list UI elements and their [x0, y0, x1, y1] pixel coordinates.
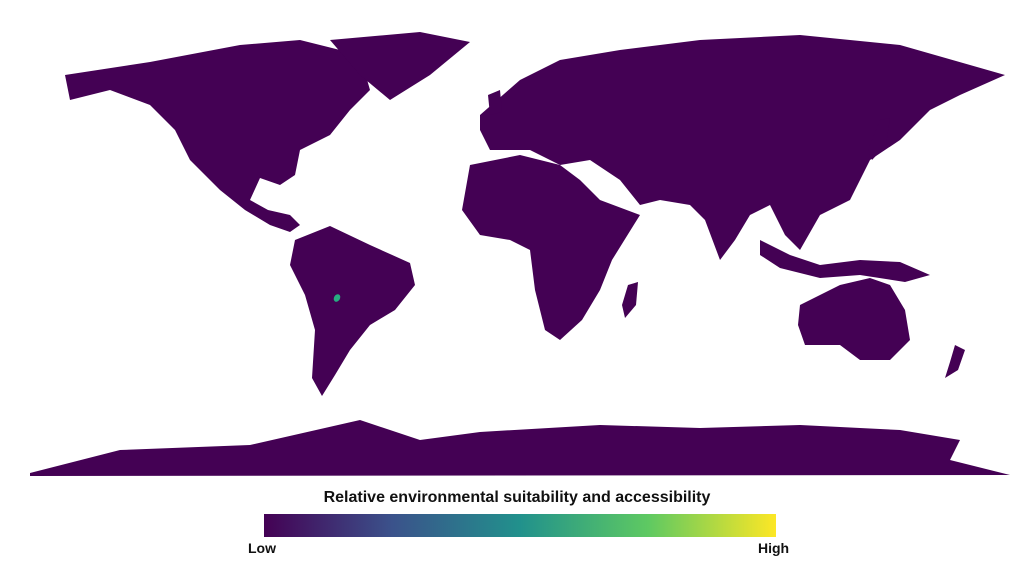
africa	[462, 155, 640, 340]
australia	[798, 278, 910, 360]
madagascar	[622, 282, 638, 318]
legend-high-label: High	[758, 540, 790, 556]
legend-low-label: Low	[248, 540, 276, 556]
north-america	[65, 40, 370, 232]
indonesia	[760, 240, 930, 282]
south-america	[290, 226, 415, 396]
new-zealand	[945, 345, 965, 378]
suitability-hotspot	[333, 294, 341, 302]
japan	[868, 118, 890, 160]
legend-colorbar	[264, 514, 776, 537]
antarctica	[30, 420, 1010, 476]
eurasia	[480, 35, 1005, 260]
legend-title: Relative environmental suitability and a…	[323, 489, 711, 506]
landmasses	[30, 32, 1010, 476]
greenland	[330, 32, 470, 100]
uk	[488, 90, 502, 115]
